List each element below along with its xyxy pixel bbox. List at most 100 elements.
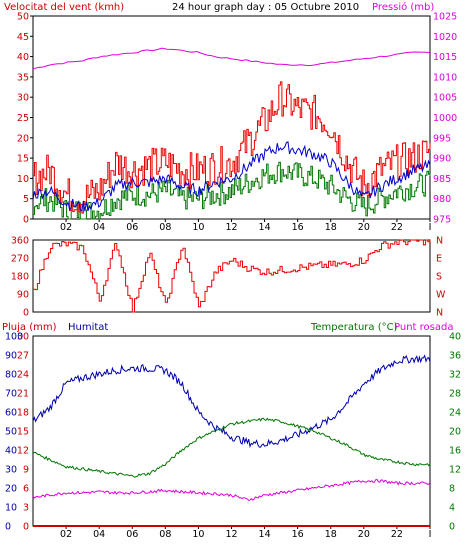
wind-y-tick: 40 bbox=[17, 52, 29, 63]
humidity-temp-panel-frame bbox=[32, 335, 431, 527]
pressure-y-tick: 1020 bbox=[433, 32, 457, 43]
x-tick-label: 02 bbox=[60, 222, 72, 233]
humidity-y-tick: 10 bbox=[5, 503, 17, 514]
pressure-y-tick: 1015 bbox=[433, 52, 457, 63]
wind-y-tick: 5 bbox=[23, 194, 29, 205]
x-tick-label: I bbox=[429, 529, 432, 540]
humidity-axis-title: Humitat bbox=[68, 322, 108, 333]
humidity-y-tick: 30 bbox=[5, 465, 17, 476]
x-tick-label: 04 bbox=[93, 222, 105, 233]
rain-y-tick: 18 bbox=[17, 408, 29, 419]
pressure-y-tick: 990 bbox=[433, 154, 451, 165]
pressure-y-tick: 1005 bbox=[433, 93, 457, 104]
compass-tick: N bbox=[436, 308, 443, 319]
compass-tick: E bbox=[436, 254, 442, 265]
x-tick-label: 06 bbox=[126, 529, 138, 540]
temperature-y-tick: 28 bbox=[449, 389, 461, 400]
rain-y-tick: 12 bbox=[17, 446, 29, 457]
direction-panel-frame bbox=[32, 239, 431, 313]
wind-y-tick: 30 bbox=[17, 93, 29, 104]
rain-y-tick: 0 bbox=[23, 522, 29, 533]
temperature-y-tick: 0 bbox=[449, 522, 455, 533]
rain-y-tick: 15 bbox=[17, 427, 29, 438]
x-tick-label: 16 bbox=[292, 222, 304, 233]
wind-y-tick: 25 bbox=[17, 113, 29, 124]
chart-title: 24 hour graph day : 05 Octubre 2010 bbox=[172, 2, 359, 13]
temperature-y-tick: 8 bbox=[449, 484, 455, 495]
humidity-y-tick: 40 bbox=[5, 446, 17, 457]
direction-y-tick: 180 bbox=[11, 272, 29, 283]
x-tick-label: 20 bbox=[358, 529, 370, 540]
wind-y-tick: 20 bbox=[17, 133, 29, 144]
compass-tick: W bbox=[436, 290, 446, 301]
x-tick-label: I bbox=[429, 222, 432, 233]
x-tick-label: 22 bbox=[391, 222, 403, 233]
pressure-y-tick: 1000 bbox=[433, 113, 457, 124]
x-tick-label: 08 bbox=[159, 529, 171, 540]
temperature-y-tick: 40 bbox=[449, 332, 461, 343]
x-tick-label: 12 bbox=[225, 222, 237, 233]
rain-y-tick: 9 bbox=[23, 465, 29, 476]
pressure-y-tick: 1025 bbox=[433, 12, 457, 23]
direction-y-tick: 0 bbox=[23, 308, 29, 319]
direction-y-tick: 90 bbox=[17, 290, 29, 301]
temperature-y-tick: 36 bbox=[449, 351, 461, 362]
pressure-y-tick: 995 bbox=[433, 133, 451, 144]
humidity-y-tick: 90 bbox=[5, 351, 17, 362]
x-tick-label: 06 bbox=[126, 222, 138, 233]
temperature-y-tick: 16 bbox=[449, 446, 461, 457]
rain-y-tick: 24 bbox=[17, 370, 29, 381]
pressure-line bbox=[32, 47, 431, 70]
humidity-y-tick: 20 bbox=[5, 484, 17, 495]
x-tick-label: 08 bbox=[159, 222, 171, 233]
rain-y-tick: 30 bbox=[17, 332, 29, 343]
x-tick-label: 10 bbox=[192, 222, 204, 233]
temperature-y-tick: 4 bbox=[449, 503, 455, 514]
wind-y-tick: 0 bbox=[23, 215, 29, 226]
wind-average-line bbox=[32, 141, 431, 212]
compass-tick: S bbox=[436, 272, 442, 283]
humidity-y-tick: 80 bbox=[5, 370, 17, 381]
humidity-y-tick: 60 bbox=[5, 408, 17, 419]
x-tick-label: 20 bbox=[358, 222, 370, 233]
pressure-y-tick: 1010 bbox=[433, 72, 457, 83]
x-tick-label: 14 bbox=[259, 529, 271, 540]
humidity-y-tick: 70 bbox=[5, 389, 17, 400]
dewpoint-line bbox=[32, 478, 431, 501]
direction-y-tick: 360 bbox=[11, 236, 29, 247]
humidity-line bbox=[32, 354, 431, 449]
x-tick-label: 10 bbox=[192, 529, 204, 540]
wind-axis-title: Velocitat del vent (kmh) bbox=[4, 2, 124, 13]
wind-y-tick: 50 bbox=[17, 12, 29, 23]
wind-direction-line bbox=[33, 239, 431, 313]
rain-y-tick: 27 bbox=[17, 351, 29, 362]
temperature-y-tick: 32 bbox=[449, 370, 461, 381]
temperature-axis-title: Temperatura (°C) bbox=[310, 322, 398, 333]
temperature-line bbox=[32, 417, 431, 478]
wind-green-line bbox=[33, 161, 431, 220]
wind-y-tick: 35 bbox=[17, 72, 29, 83]
rain-y-tick: 6 bbox=[23, 484, 29, 495]
x-tick-label: 18 bbox=[325, 222, 337, 233]
x-tick-label: 18 bbox=[325, 529, 337, 540]
temperature-y-tick: 20 bbox=[449, 427, 461, 438]
humidity-y-tick: 50 bbox=[5, 427, 17, 438]
rain-y-tick: 3 bbox=[23, 503, 29, 514]
x-tick-label: 04 bbox=[93, 529, 105, 540]
pressure-y-tick: 980 bbox=[433, 194, 451, 205]
pressure-y-tick: 985 bbox=[433, 174, 451, 185]
dewpoint-axis-title: Punt rosada bbox=[394, 322, 453, 333]
humidity-y-tick: 100 bbox=[5, 332, 23, 343]
pressure-y-tick: 975 bbox=[433, 215, 451, 226]
compass-tick: N bbox=[436, 236, 443, 247]
x-tick-label: 16 bbox=[292, 529, 304, 540]
x-tick-label: 12 bbox=[225, 529, 237, 540]
wind-y-tick: 10 bbox=[17, 174, 29, 185]
temperature-y-tick: 24 bbox=[449, 408, 461, 419]
x-tick-label: 02 bbox=[60, 529, 72, 540]
humidity-y-tick: 0 bbox=[5, 522, 11, 533]
wind-speed-line bbox=[33, 81, 431, 214]
x-tick-label: 22 bbox=[391, 529, 403, 540]
temperature-y-tick: 12 bbox=[449, 465, 461, 476]
